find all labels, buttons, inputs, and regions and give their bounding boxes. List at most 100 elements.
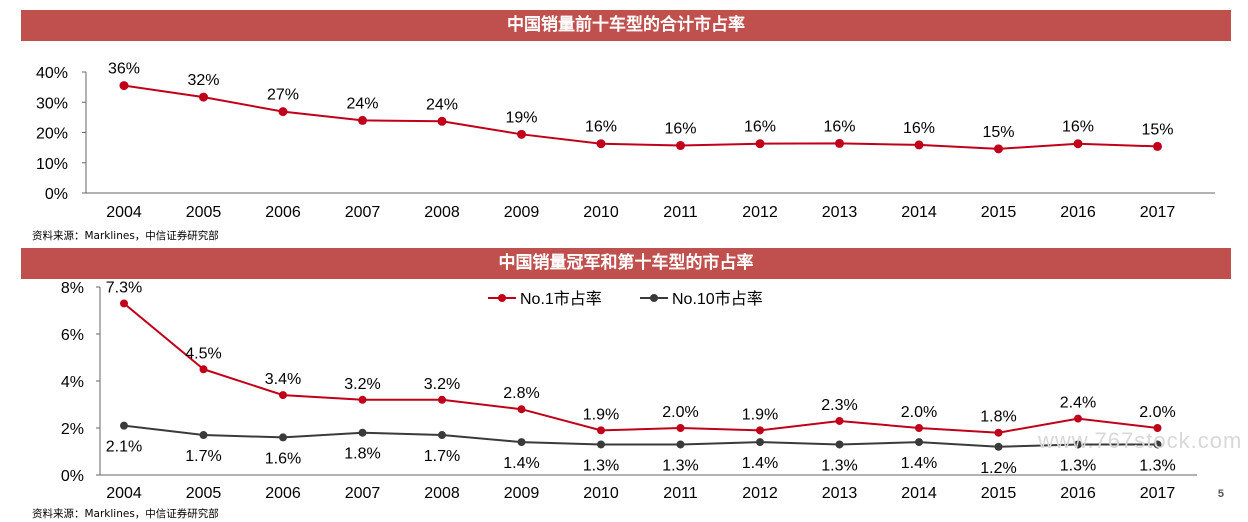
data-point-2 <box>676 440 685 449</box>
x-tick-label: 2013 <box>822 485 858 502</box>
data-label-2: 1.7% <box>185 448 221 465</box>
y-tick-label: 6% <box>61 327 84 344</box>
data-label-1: 1.9% <box>583 406 619 423</box>
data-point-1 <box>1074 414 1082 423</box>
data-label-2: 1.3% <box>662 457 698 474</box>
x-tick-label: 2010 <box>583 204 619 221</box>
legend-swatch-marker <box>650 294 658 302</box>
data-label-1: 1.8% <box>980 409 1016 426</box>
legend-label: No.10市占率 <box>672 290 763 308</box>
x-tick-label: 2017 <box>1140 485 1176 502</box>
data-label: 16% <box>903 120 935 137</box>
legend-swatch-marker <box>498 294 506 302</box>
data-point-2 <box>279 433 287 442</box>
data-label-2: 1.6% <box>265 450 301 467</box>
data-label: 15% <box>1141 121 1173 138</box>
y-tick-label: 10% <box>36 156 68 173</box>
data-point-1 <box>279 391 287 400</box>
data-label-1: 3.2% <box>424 376 460 393</box>
x-tick-label: 2014 <box>901 485 937 502</box>
data-point-1 <box>994 428 1003 437</box>
data-label-2: 1.3% <box>1060 457 1096 474</box>
data-label-1: 7.3% <box>106 280 142 296</box>
chart1-source: 资料来源：Marklines，中信证券研究部 <box>32 230 219 242</box>
data-point-1 <box>438 395 446 404</box>
data-label: 36% <box>108 61 140 78</box>
data-point-2 <box>517 438 526 447</box>
data-label: 15% <box>982 124 1014 141</box>
data-point-1 <box>199 365 208 374</box>
x-tick-label: 2016 <box>1060 204 1096 221</box>
chart1-title-banner: 中国销量前十车型的合计市占率 <box>21 10 1231 41</box>
x-tick-label: 2014 <box>901 204 937 221</box>
data-point <box>517 129 526 139</box>
x-tick-label: 2008 <box>424 204 460 221</box>
data-point <box>755 139 765 149</box>
x-tick-label: 2012 <box>742 485 778 502</box>
data-point <box>358 115 367 125</box>
data-point <box>278 107 288 117</box>
data-point <box>1073 139 1083 149</box>
data-label-1: 3.2% <box>344 376 380 393</box>
data-point <box>914 140 924 150</box>
x-tick-label: 2005 <box>186 485 222 502</box>
page-number: 5 <box>1217 488 1224 500</box>
data-label-2: 1.4% <box>742 455 778 472</box>
data-point-2 <box>994 442 1003 451</box>
data-label-1: 2.0% <box>662 404 698 421</box>
data-label: 19% <box>505 109 537 126</box>
data-label-1: 3.4% <box>265 371 301 388</box>
chart2-title-banner: 中国销量冠军和第十车型的市占率 <box>21 248 1231 279</box>
x-tick-label: 2005 <box>186 204 222 221</box>
x-tick-label: 2015 <box>981 204 1017 221</box>
data-point <box>119 81 129 91</box>
y-tick-label: 8% <box>61 280 84 297</box>
x-tick-label: 2012 <box>742 204 778 221</box>
data-label: 16% <box>823 118 855 135</box>
y-tick-label: 40% <box>36 65 68 82</box>
x-tick-label: 2015 <box>981 485 1017 502</box>
data-label-1: 1.9% <box>742 406 778 423</box>
data-label-2: 1.4% <box>901 455 937 472</box>
x-tick-label: 2009 <box>504 204 540 221</box>
data-point <box>835 138 844 148</box>
x-tick-label: 2010 <box>583 485 619 502</box>
data-label: 16% <box>664 121 696 138</box>
data-point <box>1153 141 1162 151</box>
y-tick-label: 4% <box>61 374 84 391</box>
x-tick-label: 2011 <box>663 204 698 221</box>
watermark: www.767stock.com <box>1038 428 1243 453</box>
data-label: 27% <box>267 87 299 104</box>
data-label: 16% <box>744 119 776 136</box>
data-label-2: 1.3% <box>821 457 857 474</box>
data-label: 16% <box>1062 119 1094 136</box>
data-point-2 <box>199 431 208 440</box>
data-label-2: 1.2% <box>980 460 1016 477</box>
chart1-plot: 0% 10% 20% 30% 40% 2004 2005 2006 2007 2008 2009 20… <box>36 61 1215 221</box>
x-tick-label: 2011 <box>663 485 698 502</box>
legend-label: No.1市占率 <box>520 290 602 308</box>
y-tick-label: 20% <box>36 126 68 143</box>
data-label-1: 2.8% <box>503 385 539 402</box>
data-label: 24% <box>346 95 378 112</box>
data-point <box>437 116 447 126</box>
data-label-1: 4.5% <box>185 345 221 362</box>
data-label: 24% <box>426 96 458 113</box>
data-point-2 <box>1153 440 1162 449</box>
data-point <box>994 144 1003 154</box>
data-point-1 <box>597 426 605 435</box>
data-label-2: 1.3% <box>583 457 619 474</box>
x-tick-label: 2007 <box>345 485 381 502</box>
chart2-plot: 0% 2% 4% 6% 8% 2004 2005 2006 2007 2008 2009 2010 20… <box>61 280 1197 502</box>
x-tick-label: 2004 <box>106 485 142 502</box>
data-point-2 <box>120 421 128 430</box>
data-point-2 <box>597 440 605 449</box>
data-point-1 <box>915 424 923 432</box>
data-label: 32% <box>187 72 219 89</box>
data-point-2 <box>1074 440 1082 449</box>
x-tick-label: 2006 <box>265 204 301 221</box>
data-label-1: 2.0% <box>901 404 937 421</box>
data-point-2 <box>835 440 844 449</box>
y-tick-label: 30% <box>36 95 68 112</box>
data-point <box>676 141 685 151</box>
